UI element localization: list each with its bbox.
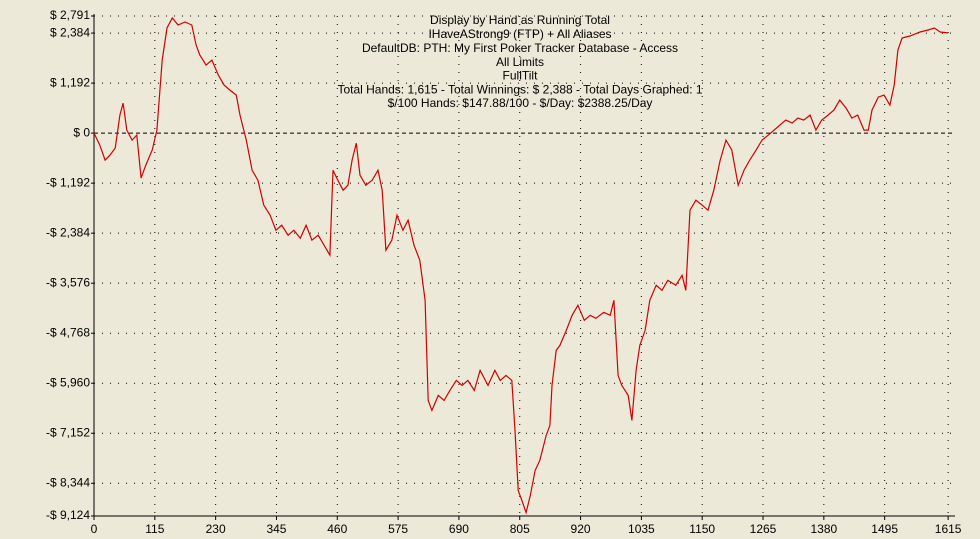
- x-tick-label: 1265: [750, 522, 777, 536]
- x-tick-label: 1380: [810, 522, 837, 536]
- y-tick-label: $ 2,384: [50, 25, 90, 39]
- chart-subtitle: DefaultDB: PTH: My First Poker Tracker D…: [362, 41, 678, 55]
- x-tick-label: 575: [388, 522, 408, 536]
- y-tick-label: -$ 9,124: [46, 508, 90, 522]
- y-tick-label: -$ 4,768: [46, 325, 90, 339]
- y-tick-label: -$ 8,344: [46, 475, 90, 489]
- title-block: Display by Hand as Running Total: [430, 13, 610, 27]
- x-tick-label: 1035: [628, 522, 655, 536]
- chart-title: Display by Hand as Running Total: [430, 13, 610, 27]
- y-tick-label: $ 1,192: [50, 75, 90, 89]
- x-tick-label: 690: [449, 522, 469, 536]
- y-tick-label: $ 0: [73, 125, 90, 139]
- x-tick-label: 805: [510, 522, 530, 536]
- x-tick-label: 345: [266, 522, 286, 536]
- y-tick-label: $ 2,791: [50, 8, 90, 22]
- x-tick-label: 1495: [871, 522, 898, 536]
- x-tick-label: 1150: [689, 522, 715, 536]
- chart-subtitle: $/100 Hands: $147.88/100 - $/Day: $2388.…: [388, 96, 653, 110]
- x-tick-label: 920: [571, 522, 591, 536]
- y-tick-label: -$ 7,152: [46, 425, 90, 439]
- chart-subtitle: All Limits: [496, 55, 544, 69]
- x-tick-label: 230: [206, 522, 226, 536]
- y-tick-label: -$ 2,384: [46, 225, 90, 239]
- running-total-line: [93, 16, 949, 515]
- x-tick-label: 115: [145, 522, 164, 536]
- y-tick-label: -$ 3,576: [46, 275, 90, 289]
- chart-subtitle: FullTilt: [503, 69, 539, 83]
- y-tick-label: -$ 5,960: [46, 375, 90, 389]
- x-tick-label: 1615: [935, 522, 962, 536]
- x-tick-label: 0: [91, 522, 98, 536]
- chart-subtitle: IHaveAStrong9 (FTP) + All Aliases: [428, 27, 611, 41]
- x-tick-label: 460: [327, 522, 347, 536]
- y-tick-label: -$ 1,192: [46, 175, 90, 189]
- chart-subtitle: Total Hands: 1,615 - Total Winnings: $ 2…: [337, 82, 702, 96]
